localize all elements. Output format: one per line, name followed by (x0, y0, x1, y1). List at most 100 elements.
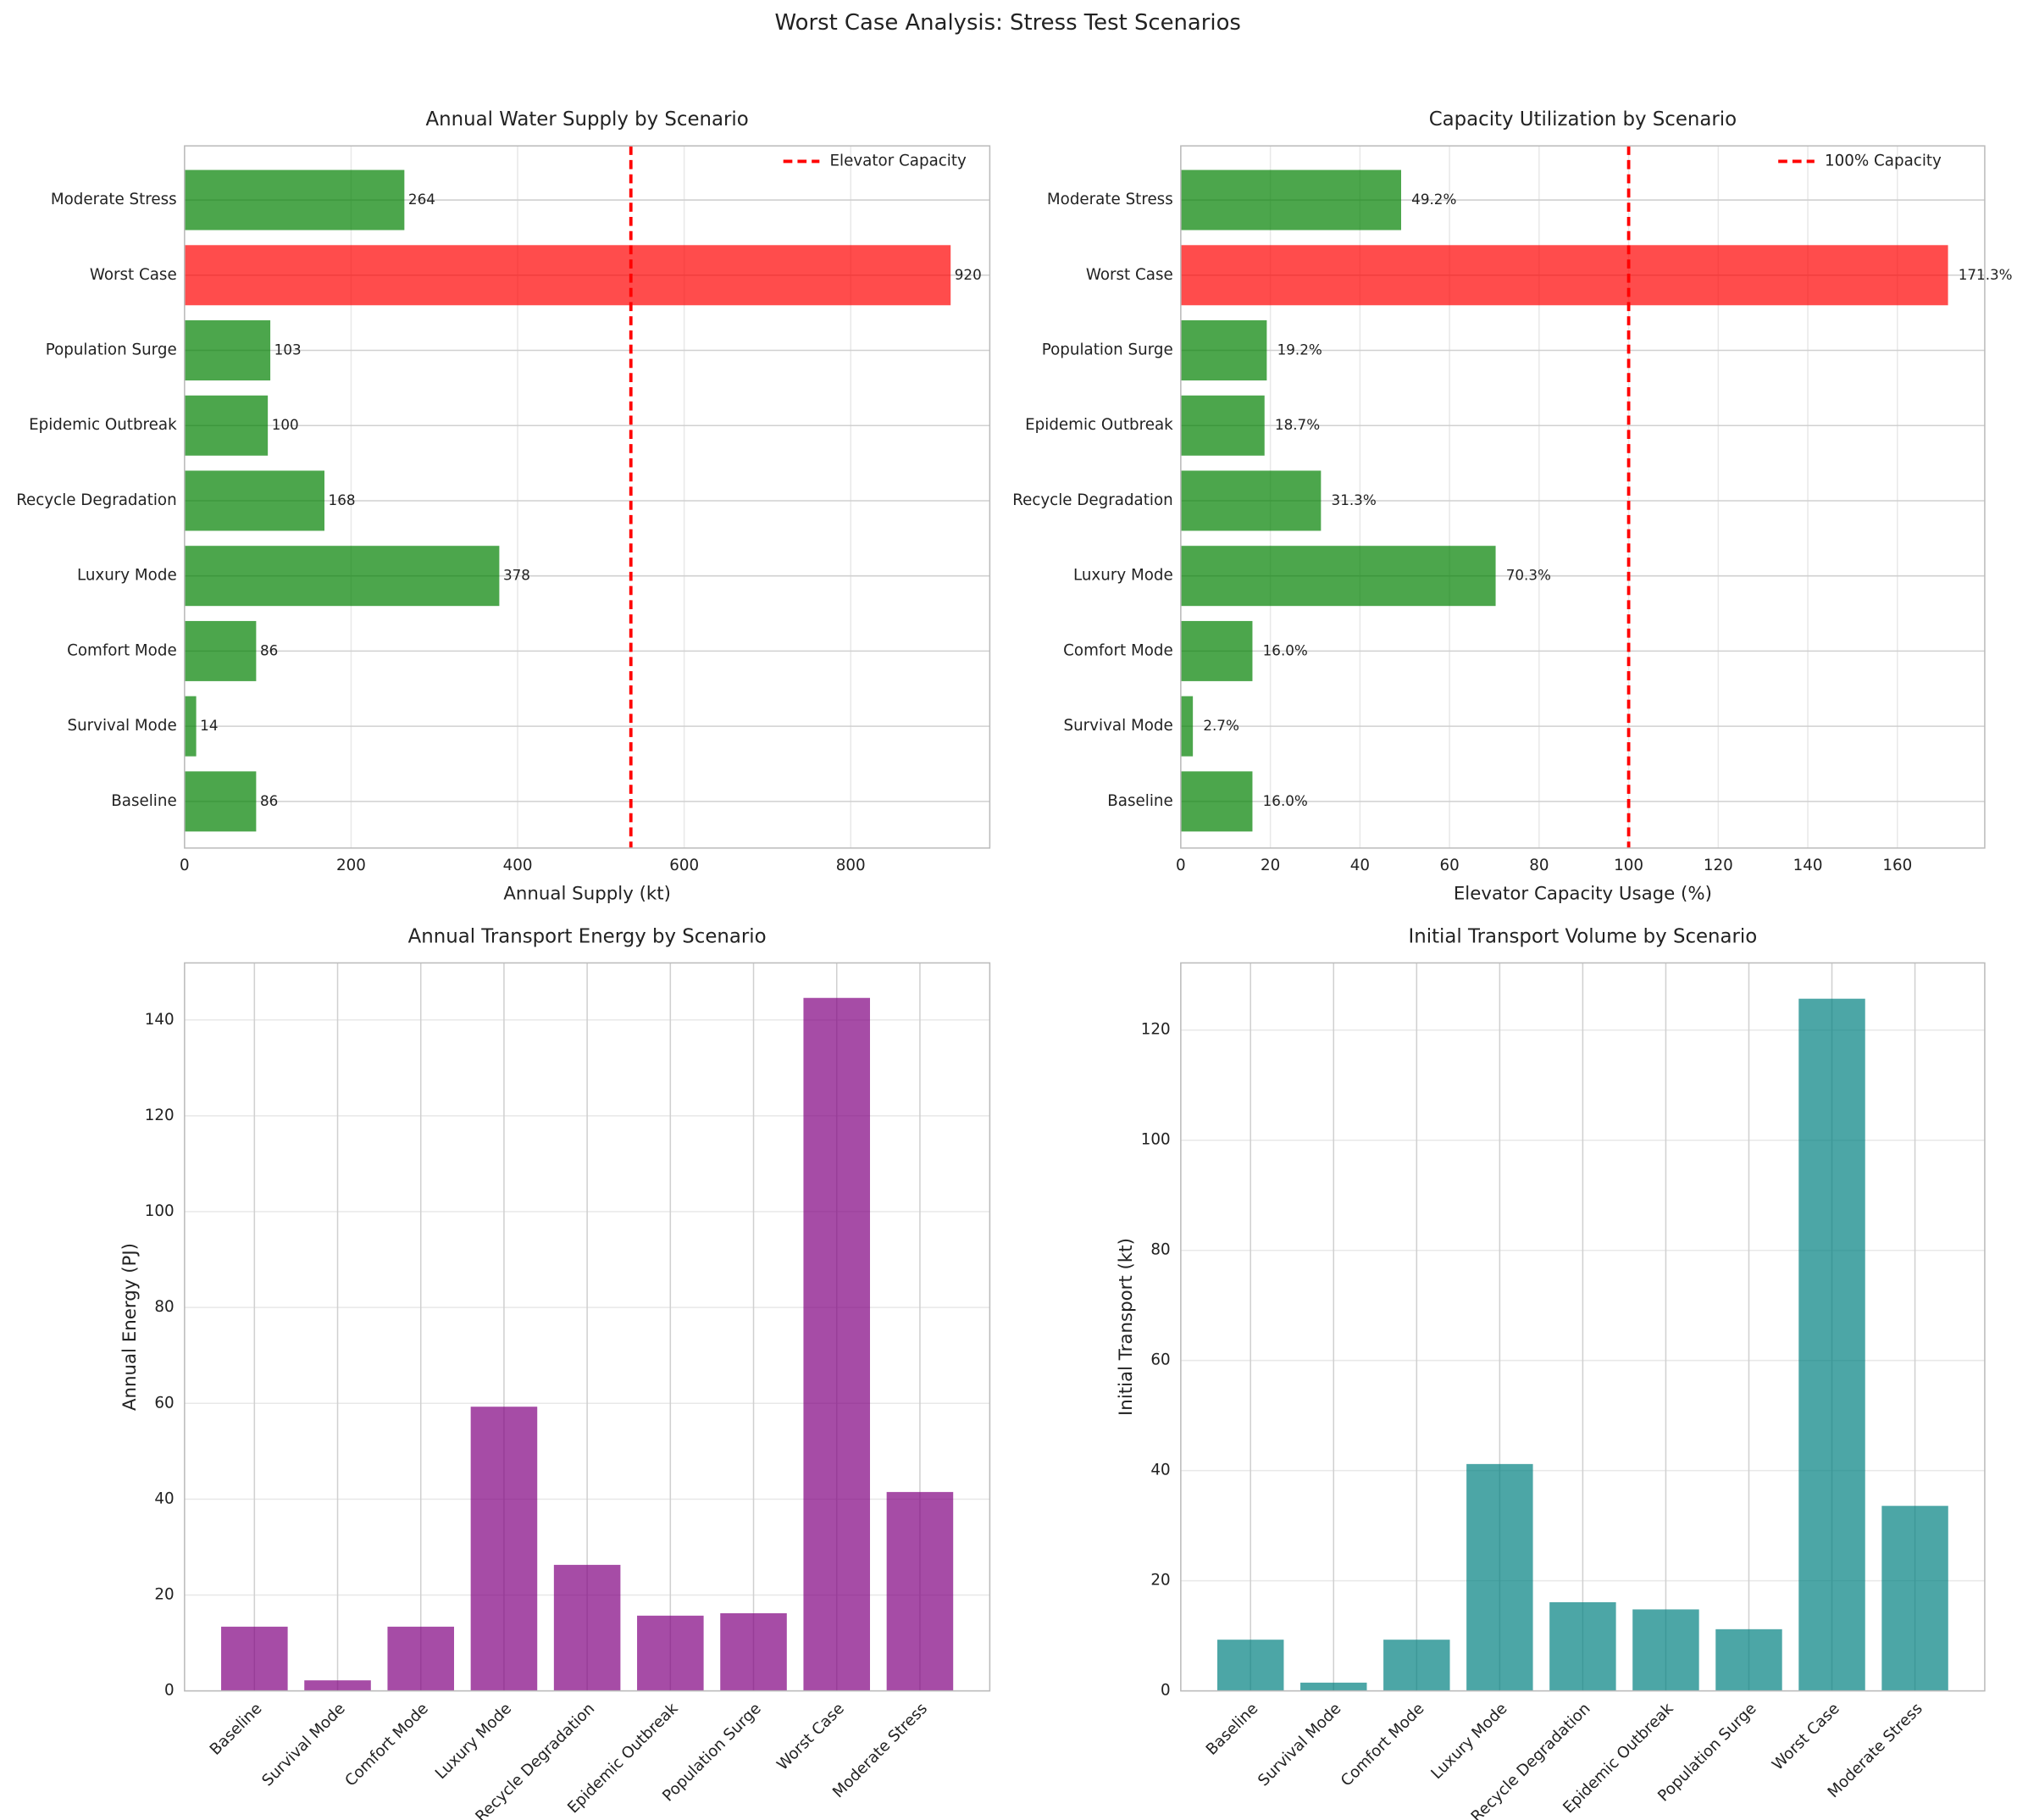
x-tick-label: 120 (1704, 857, 1733, 874)
y-tick-label: Luxury Mode (77, 567, 177, 585)
value-label: 70.3% (1506, 567, 1551, 584)
y-tick-label: 80 (154, 1298, 174, 1316)
bar (1180, 470, 1322, 531)
y-tick-label: 0 (164, 1682, 175, 1700)
bar (1549, 1601, 1616, 1691)
y-axis-label: Initial Transport (kt) (1116, 1238, 1137, 1416)
y-tick-label: Recycle Degradation (16, 491, 177, 509)
value-label: 16.0% (1263, 792, 1308, 809)
bar (1180, 546, 1496, 607)
value-label: 14 (200, 717, 218, 734)
bar (184, 395, 269, 456)
value-label: 86 (260, 641, 278, 658)
bar (184, 245, 951, 306)
bar (184, 470, 324, 531)
value-label: 103 (274, 341, 302, 358)
y-axis-label: Annual Energy (PJ) (119, 1243, 141, 1411)
bar (803, 997, 871, 1691)
y-tick-label: Comfort Mode (1063, 641, 1173, 659)
x-tick-label: 600 (669, 857, 699, 874)
y-tick-label: Moderate Stress (51, 191, 177, 208)
y-tick-label: 20 (1150, 1572, 1170, 1590)
y-tick-label: Epidemic Outbreak (1025, 416, 1173, 434)
x-tick-label: 160 (1882, 857, 1912, 874)
value-label: 2.7% (1203, 717, 1239, 734)
bar (1466, 1463, 1533, 1691)
y-tick-label: 0 (1161, 1682, 1171, 1700)
y-tick-label: Luxury Mode (1073, 567, 1173, 585)
y-tick-label: 40 (154, 1490, 174, 1507)
value-label: 168 (329, 491, 356, 508)
value-label: 378 (503, 567, 530, 584)
y-tick-label: Comfort Mode (67, 641, 177, 659)
value-label: 49.2% (1411, 191, 1456, 208)
legend-label: Elevator Capacity (830, 152, 967, 169)
y-tick-label: 100 (145, 1202, 175, 1220)
plot-frame (1180, 145, 1986, 849)
y-tick-label: 120 (145, 1107, 175, 1124)
y-tick-label: Baseline (111, 792, 176, 810)
y-tick-label: 140 (145, 1011, 175, 1029)
bar (720, 1612, 787, 1691)
bar (1180, 320, 1267, 381)
bar (553, 1564, 621, 1691)
bar (387, 1626, 455, 1691)
y-tick-label: Worst Case (90, 266, 177, 284)
bar (1180, 169, 1401, 230)
bar (1300, 1682, 1367, 1691)
x-axis-label: Elevator Capacity Usage (%) (1454, 884, 1712, 905)
value-label: 19.2% (1277, 341, 1322, 358)
value-label: 171.3% (1959, 266, 2013, 283)
y-tick-label: 100 (1141, 1131, 1171, 1149)
bar (1180, 395, 1265, 456)
y-tick-label: Baseline (1107, 792, 1172, 810)
bar (1632, 1609, 1699, 1691)
value-label: 264 (408, 191, 435, 208)
value-label: 100 (272, 416, 299, 433)
bar (1715, 1629, 1782, 1691)
chart-title: Capacity Utilization by Scenario (1429, 108, 1737, 130)
y-tick-label: Moderate Stress (1047, 191, 1173, 208)
bar (1180, 771, 1253, 832)
y-tick-label: 120 (1141, 1021, 1171, 1039)
bar (221, 1626, 288, 1691)
value-label: 86 (260, 792, 278, 809)
x-tick-label: 0 (1176, 857, 1186, 874)
x-tick-label: 0 (180, 857, 190, 874)
y-tick-label: 20 (154, 1586, 174, 1604)
y-tick-label: 80 (1150, 1241, 1170, 1259)
x-tick-label: 40 (1350, 857, 1370, 874)
y-tick-label: 60 (154, 1394, 174, 1412)
bar (1180, 245, 1948, 306)
bar (1798, 998, 1865, 1691)
bar (1217, 1640, 1284, 1691)
y-tick-label: Survival Mode (1064, 717, 1173, 735)
y-tick-label: Recycle Degradation (1012, 491, 1172, 509)
x-tick-label: 60 (1439, 857, 1459, 874)
x-tick-label: 140 (1793, 857, 1823, 874)
bar (637, 1615, 704, 1691)
bar (184, 696, 197, 757)
x-tick-label: 800 (836, 857, 866, 874)
value-label: 16.0% (1263, 641, 1308, 658)
bar (184, 546, 500, 607)
bar (1180, 620, 1253, 681)
legend-label: 100% Capacity (1825, 152, 1942, 169)
bar (470, 1407, 538, 1691)
y-tick-label: Worst Case (1086, 266, 1173, 284)
bar (1180, 696, 1194, 757)
x-tick-label: 200 (336, 857, 366, 874)
value-label: 18.7% (1275, 416, 1320, 433)
x-tick-label: 20 (1261, 857, 1280, 874)
x-tick-label: 80 (1529, 857, 1549, 874)
bar (184, 771, 257, 832)
figure-title: Worst Case Analysis: Stress Test Scenari… (775, 10, 1241, 36)
y-tick-label: Population Surge (46, 341, 177, 359)
chart-title: Initial Transport Volume by Scenario (1409, 925, 1758, 947)
plot-frame (184, 145, 991, 849)
bar (184, 620, 257, 681)
plot-frame (1180, 962, 1986, 1692)
value-label: 920 (955, 266, 982, 283)
